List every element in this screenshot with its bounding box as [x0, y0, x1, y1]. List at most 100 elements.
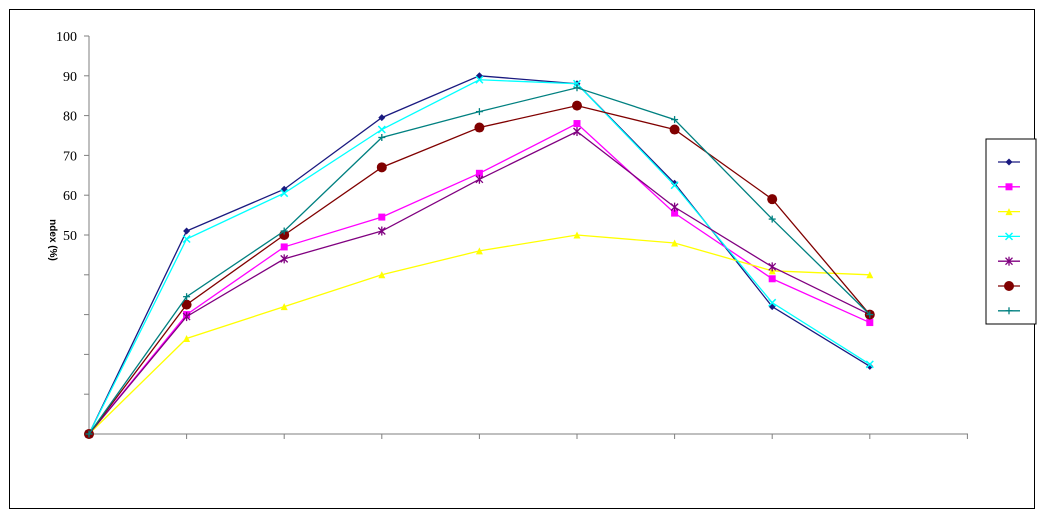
x-marker-stroke [182, 234, 191, 244]
circle-marker [376, 162, 387, 173]
square-marker [768, 275, 776, 283]
y-tick-label: 80 [63, 110, 77, 125]
data-point [865, 360, 874, 369]
data-point [376, 162, 387, 173]
series-6 [84, 100, 875, 439]
triangle-marker [573, 231, 581, 239]
data-point [183, 293, 191, 301]
chart-axes [84, 35, 968, 439]
data-point [378, 271, 386, 279]
data-point [768, 215, 776, 223]
series-line [88, 87, 871, 435]
data-point [377, 226, 386, 236]
square-marker [671, 209, 679, 217]
data-point [181, 299, 192, 310]
y-tick-label: 60 [63, 189, 77, 204]
data-point [1004, 281, 1014, 291]
data-point [671, 209, 679, 217]
data-point [85, 430, 93, 438]
legend-box [985, 138, 1037, 325]
circle-marker [669, 124, 680, 135]
legend-entry [998, 232, 1020, 241]
data-point [475, 75, 484, 84]
triangle-marker [183, 334, 191, 342]
diamond-marker [671, 179, 679, 187]
triangle-marker [866, 271, 874, 279]
square-marker [475, 169, 483, 177]
x-marker-stroke [377, 125, 386, 134]
data-point [475, 247, 483, 255]
data-point [1005, 158, 1013, 166]
data-point [671, 239, 679, 247]
data-point [378, 114, 386, 122]
triangle-marker [280, 303, 288, 311]
y-tick-label: 70 [63, 149, 77, 164]
circle-marker [474, 122, 485, 133]
data-point [475, 108, 483, 116]
y-tick-labels: 50 60 70 80 90 100 [56, 30, 77, 244]
triangle-marker [378, 271, 386, 279]
series-7 [85, 84, 874, 438]
data-point [572, 79, 582, 88]
y-tick-label: 100 [56, 30, 77, 45]
legend-entry [998, 183, 1020, 191]
data-point [572, 100, 582, 111]
circle-marker [181, 299, 192, 310]
legend-entry [998, 158, 1020, 166]
data-point [474, 122, 485, 133]
series-line [88, 234, 870, 435]
y-tick-label: 90 [63, 70, 77, 85]
data-point [280, 189, 289, 198]
data-point [866, 271, 874, 279]
legend-entry [998, 208, 1020, 216]
data-point [669, 124, 680, 135]
data-point [378, 133, 386, 141]
data-point [475, 174, 484, 184]
data-point [1005, 208, 1013, 216]
x-marker-stroke [280, 189, 289, 198]
data-point [670, 181, 679, 190]
series-line [88, 79, 871, 435]
data-point [768, 262, 777, 272]
data-point [377, 125, 386, 134]
square-marker [1005, 183, 1013, 191]
diamond-marker [378, 114, 386, 122]
data-point [767, 194, 778, 205]
circle-marker [572, 100, 582, 111]
data-point [1004, 232, 1014, 241]
data-point [280, 227, 288, 235]
data-point [183, 227, 191, 235]
data-point [866, 319, 874, 327]
y-tick-label: 50 [63, 229, 77, 244]
data-point [475, 169, 483, 177]
y-axis-label: ndex (%) [47, 219, 58, 261]
data-point [866, 311, 874, 319]
data-point [378, 213, 386, 221]
data-point [573, 231, 581, 239]
series-group [84, 72, 875, 439]
x-marker-stroke [670, 181, 679, 190]
circle-marker [1004, 281, 1014, 291]
diamond-marker [866, 362, 874, 370]
data-point [573, 127, 581, 137]
data-point [768, 275, 776, 283]
series-4 [84, 75, 874, 439]
data-point [866, 362, 874, 370]
data-point [768, 298, 777, 307]
data-point [670, 202, 679, 212]
circle-marker [767, 194, 778, 205]
data-point [573, 84, 581, 92]
series-2 [85, 120, 874, 438]
x-marker-stroke [768, 298, 777, 307]
legend-entry [998, 256, 1020, 266]
x-marker-stroke [1004, 232, 1014, 241]
triangle-marker [671, 239, 679, 247]
legend [985, 138, 1037, 325]
square-marker [573, 120, 581, 128]
diamond-marker [1005, 158, 1013, 166]
data-point [280, 254, 289, 264]
x-marker-stroke [572, 79, 582, 88]
square-marker [378, 213, 386, 221]
data-point [182, 312, 191, 322]
